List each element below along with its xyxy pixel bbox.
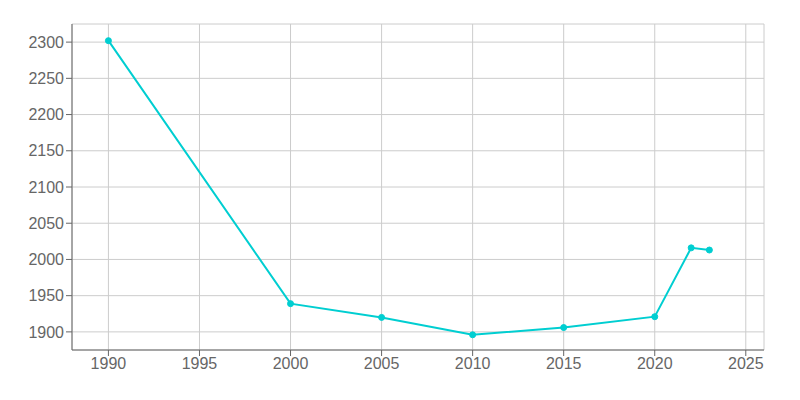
svg-text:1900: 1900 bbox=[28, 324, 64, 341]
svg-text:2025: 2025 bbox=[728, 355, 764, 372]
svg-text:2000: 2000 bbox=[28, 251, 64, 268]
svg-text:2250: 2250 bbox=[28, 70, 64, 87]
svg-text:1990: 1990 bbox=[91, 355, 127, 372]
svg-text:2200: 2200 bbox=[28, 106, 64, 123]
svg-text:2150: 2150 bbox=[28, 142, 64, 159]
svg-text:2100: 2100 bbox=[28, 179, 64, 196]
svg-text:2020: 2020 bbox=[637, 355, 673, 372]
svg-text:2050: 2050 bbox=[28, 215, 64, 232]
svg-text:2010: 2010 bbox=[455, 355, 491, 372]
svg-text:2015: 2015 bbox=[546, 355, 582, 372]
svg-text:2005: 2005 bbox=[364, 355, 400, 372]
svg-text:2000: 2000 bbox=[273, 355, 309, 372]
svg-text:1950: 1950 bbox=[28, 287, 64, 304]
svg-text:1995: 1995 bbox=[182, 355, 218, 372]
svg-text:2300: 2300 bbox=[28, 34, 64, 51]
